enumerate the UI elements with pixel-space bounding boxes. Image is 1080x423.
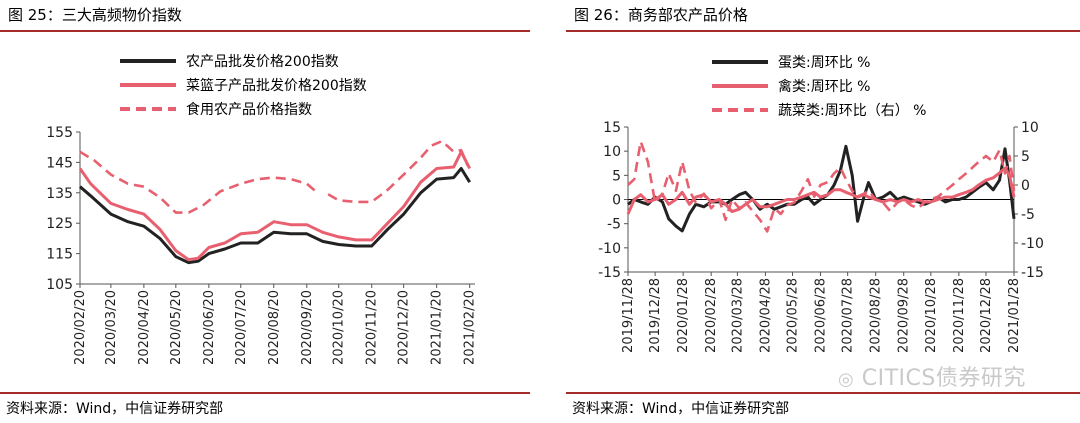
watermark-text: CITICS债券研究	[861, 366, 1026, 391]
left-chart-panel: 图 25：三大高频物价指数 105 115 125 135 145 155 2020/02/…	[0, 0, 530, 423]
x-tick-label: 2020/09/20	[300, 290, 315, 365]
x-tick-label: 2020/08/28	[869, 278, 884, 353]
x-tick-label: 2020/07/20	[234, 290, 249, 365]
y-tick-label: 0	[612, 193, 621, 209]
legend-label: 菜篮子产品批发价格200指数	[186, 78, 367, 94]
right-title-rule	[566, 30, 1080, 32]
x-tick-label: 2020/04/20	[137, 290, 152, 365]
x-tick-label: 2020/11/20	[365, 290, 380, 365]
legend-label: 蔬菜类:周环比（右） %	[778, 103, 926, 119]
x-tick-label: 2020/05/20	[169, 290, 184, 365]
x-tick-label: 2020/07/28	[841, 278, 856, 353]
series-line-1	[79, 167, 471, 265]
x-tick-label: 2020/12/28	[979, 278, 994, 353]
x-tick-label: 2020/11/28	[952, 278, 967, 353]
left-source-note: 资料来源：Wind，中信证券研究部	[6, 401, 224, 417]
x-tick-label: 2019/11/28	[621, 278, 636, 353]
x-tick-label: 2020/10/20	[332, 290, 347, 365]
y-tick-label: -5	[607, 217, 621, 233]
y-tick-label: 105	[46, 277, 73, 293]
y2-tick-label: 10	[1021, 120, 1039, 136]
right-chart-panel: 图 26：商务部农产品价格 -15 -10 -5 0 5 10 15 -15 -10 -5 0 5 10…	[566, 0, 1080, 423]
x-tick-label: 2021/01/20	[430, 290, 445, 365]
legend-label: 蛋类:周环比 %	[778, 55, 870, 71]
y2-tick-label: 0	[1021, 178, 1030, 194]
left-chart-title: 图 25：三大高频物价指数	[8, 6, 182, 24]
y2-tick-label: -5	[1021, 207, 1035, 223]
left-bottom-rule	[0, 392, 530, 394]
y-tick-label: 155	[46, 125, 73, 141]
legend-label: 禽类:周环比 %	[778, 78, 870, 95]
x-tick-label: 2019/12/28	[648, 278, 663, 353]
legend-label: 食用农产品价格指数	[186, 101, 312, 118]
y-tick-label: 5	[612, 168, 621, 184]
x-tick-label: 2020/06/20	[202, 290, 217, 365]
x-tick-label: 2020/02/20	[73, 290, 88, 365]
x-tick-label: 2020/02/28	[704, 278, 719, 353]
y2-tick-label: -10	[1021, 236, 1044, 252]
legend-label: 农产品批发价格200指数	[186, 54, 339, 70]
x-tick-label: 2021/01/28	[1007, 278, 1022, 353]
y-tick-label: 125	[46, 216, 73, 232]
left-line-chart: 105 115 125 135 145 155 2020/02/20 2020/03/20 20…	[46, 54, 478, 365]
y-tick-label: 145	[46, 155, 73, 171]
watermark: ◎ CITICS债券研究	[838, 360, 1026, 392]
y-tick-label: -10	[598, 241, 621, 257]
wechat-icon: ◎	[838, 369, 855, 390]
series-line-3	[627, 140, 1016, 233]
y-tick-label: 10	[603, 144, 621, 160]
series-line-1	[627, 144, 1016, 233]
x-tick-label: 2020/01/28	[676, 278, 691, 353]
x-tick-label: 2020/09/28	[897, 278, 912, 353]
x-tick-label: 2021/02/20	[463, 290, 478, 365]
y-tick-label: 135	[46, 186, 73, 202]
right-bottom-rule	[566, 392, 1080, 394]
x-tick-label: 2020/06/28	[814, 278, 829, 353]
series-line-4	[327, 139, 469, 204]
series-line-2	[78, 150, 472, 262]
x-tick-label: 2020/08/20	[267, 290, 282, 365]
y-tick-label: 15	[603, 120, 621, 136]
right-chart-title: 图 26：商务部农产品价格	[574, 6, 748, 24]
right-source-note: 资料来源：Wind，中信证券研究部	[572, 401, 790, 417]
y-tick-label: 115	[46, 247, 73, 263]
x-tick-label: 2020/12/20	[397, 290, 412, 365]
y2-tick-label: 5	[1021, 149, 1030, 165]
x-tick-label: 2020/04/28	[758, 278, 773, 353]
series-line-2	[626, 166, 1016, 215]
left-title-rule	[0, 30, 530, 32]
x-tick-label: 2020/10/28	[924, 278, 939, 353]
x-tick-label: 2020/03/20	[104, 290, 119, 365]
y-tick-label: -15	[598, 265, 621, 281]
series-line-3	[79, 150, 319, 214]
x-tick-label: 2020/05/28	[786, 278, 801, 353]
x-tick-label: 2020/03/28	[730, 278, 745, 353]
right-line-chart: -15 -10 -5 0 5 10 15 -15 -10 -5 0 5 10 2019/11/28 2019…	[598, 55, 1044, 353]
y2-tick-label: -15	[1021, 265, 1044, 281]
